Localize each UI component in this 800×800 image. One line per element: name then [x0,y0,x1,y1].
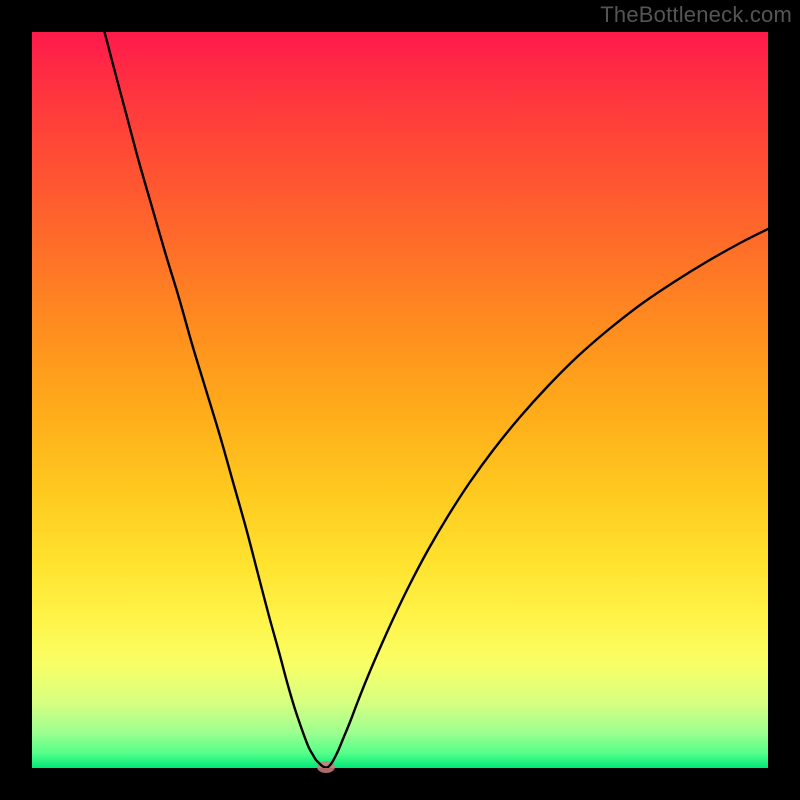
chart-background-gradient [32,32,768,768]
watermark-label: TheBottleneck.com [600,2,792,28]
bottleneck-chart [0,0,800,800]
chart-container: TheBottleneck.com [0,0,800,800]
